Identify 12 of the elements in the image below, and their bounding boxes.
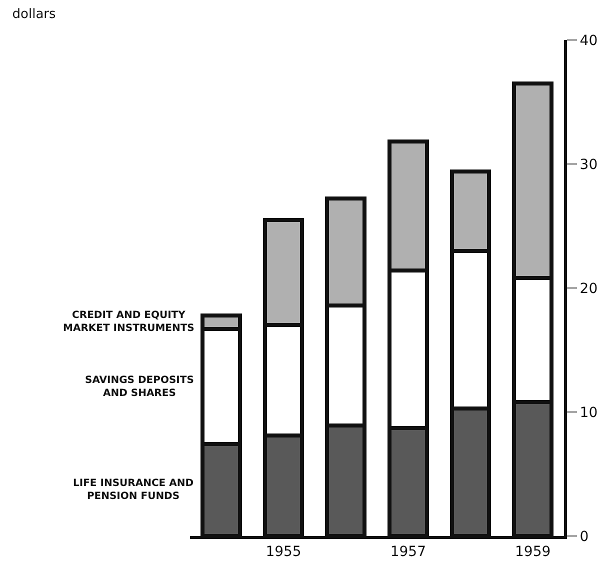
y-tick-label: 10 [580, 404, 598, 421]
x-tick-label: 1957 [390, 544, 426, 560]
series-label: CREDIT AND EQUITY MARKET INSTRUMENTS [63, 310, 194, 334]
y-tick-label: 40 [580, 32, 598, 49]
series-label: SAVINGS DEPOSITS AND SHARES [85, 375, 194, 399]
x-tick-label: 1959 [515, 544, 551, 560]
y-tick-label: 0 [580, 528, 589, 545]
series-label: LIFE INSURANCE AND PENSION FUNDS [73, 478, 194, 502]
text: dollars [12, 6, 56, 22]
x-tick-label: 1955 [266, 544, 302, 560]
y-tick-label: 30 [580, 156, 598, 173]
y-tick-label: 20 [580, 280, 598, 297]
